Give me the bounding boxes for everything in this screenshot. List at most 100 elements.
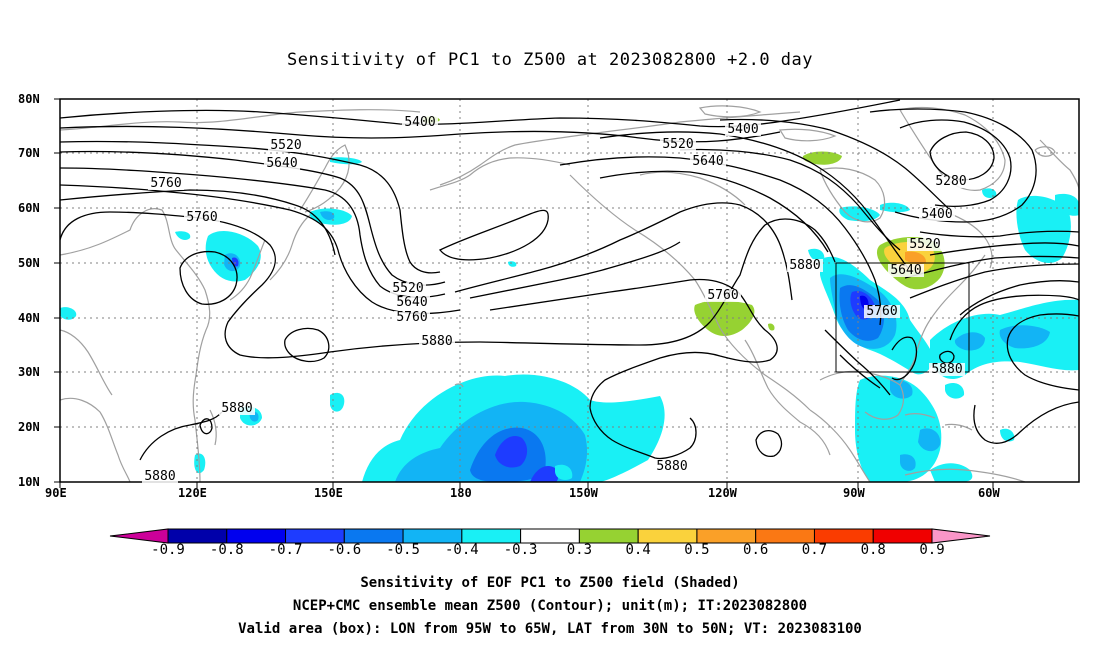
contour-label-bg	[394, 311, 430, 324]
colorbar-label: 0.9	[919, 542, 945, 558]
colorbar-segment	[637, 528, 698, 544]
contour-label-bg	[660, 138, 696, 151]
contour-label: 5520	[662, 137, 693, 152]
contour-label: 5760	[866, 304, 897, 319]
caption-contour: NCEP+CMC ensemble mean Z500 (Contour); u…	[292, 598, 808, 614]
colorbar	[109, 528, 991, 544]
contour-label: 5760	[707, 288, 738, 303]
contour-label-bg	[907, 238, 943, 251]
lon-label-90e: 90E	[45, 486, 67, 500]
contour-label-bg	[933, 175, 969, 188]
contour-label-bg	[919, 208, 955, 221]
colorbar-segment	[167, 528, 228, 544]
colorbar-label: -0.8	[209, 542, 244, 558]
colorbar-segment	[343, 528, 404, 544]
contour-label: 5400	[727, 122, 758, 137]
contour-label: 5400	[921, 207, 952, 222]
lon-label-120w: 120W	[708, 486, 737, 500]
contour-label: 5880	[656, 459, 687, 474]
contour-label-bg	[888, 264, 924, 277]
lon-label-60w: 60W	[978, 486, 1000, 500]
caption-valid-area: Valid area (box): LON from 95W to 65W, L…	[238, 621, 862, 637]
contour-label-bg	[690, 155, 726, 168]
colorbar-label: -0.4	[444, 542, 479, 558]
contour-label-bg	[725, 123, 761, 136]
lat-label-70n: 70N	[18, 146, 40, 160]
colorbar-segment	[696, 528, 757, 544]
colorbar-label: 0.6	[743, 542, 769, 558]
contour-label: 5520	[392, 281, 423, 296]
contour-label-bg	[864, 305, 900, 318]
colorbar-label: -0.9	[151, 542, 185, 558]
colorbar-segment	[872, 528, 933, 544]
lat-label-10n: 10N	[18, 475, 40, 489]
contour-label: 5640	[266, 156, 297, 171]
contour-label: 5760	[150, 176, 181, 191]
contour-label-bg	[929, 363, 965, 376]
contour-label: 5880	[144, 469, 175, 484]
z500-contours	[60, 99, 1079, 461]
lon-label-150w: 150W	[569, 486, 598, 500]
colorbar-label: 0.7	[801, 542, 828, 558]
colorbar-segment	[285, 528, 345, 544]
contour-label: 5520	[270, 138, 301, 153]
colorbar-label: -0.3	[503, 542, 538, 558]
contour-label: 5760	[396, 310, 427, 325]
lat-label-30n: 30N	[18, 365, 40, 379]
contour-label: 5400	[404, 115, 435, 130]
contour-label: 5640	[692, 154, 723, 169]
chart-title: Sensitivity of PC1 to Z500 at 2023082800…	[286, 50, 813, 70]
colorbar-segment	[578, 528, 639, 544]
lat-label-20n: 20N	[18, 420, 40, 434]
sensitivity-shading	[60, 116, 1079, 482]
map-frame	[59, 98, 1080, 483]
colorbar-label: -0.7	[268, 542, 303, 558]
colorbar-min-arrow	[109, 528, 169, 544]
contour-label-bg	[268, 139, 304, 152]
colorbar-label: 0.3	[566, 542, 593, 558]
contour-label-bg	[148, 177, 184, 190]
axis-ticks	[54, 98, 994, 488]
coastlines	[60, 105, 1079, 482]
contour-label-bg	[787, 259, 823, 272]
contour-label-bg	[219, 402, 255, 415]
colorbar-segment	[755, 528, 815, 544]
contour-label: 5640	[890, 263, 921, 278]
colorbar-segment	[520, 528, 580, 544]
colorbar-label: 0.5	[684, 542, 710, 558]
contour-label-bg	[394, 296, 430, 309]
contour-label-bg	[654, 460, 690, 473]
contour-label: 5880	[789, 258, 820, 273]
colorbar-segment	[813, 528, 874, 544]
contour-label: 5760	[186, 210, 217, 225]
contour-label: 5520	[909, 237, 940, 252]
lon-label-90w: 90W	[843, 486, 865, 500]
contour-label-bg	[264, 157, 300, 170]
lon-label-120e: 120E	[178, 486, 207, 500]
colorbar-label: 0.8	[860, 542, 886, 558]
contour-label-bg	[142, 470, 178, 483]
map-gridlines	[60, 99, 1079, 482]
colorbar-max-arrow	[931, 528, 991, 544]
contour-label: 5880	[931, 362, 962, 377]
colorbar-segment	[461, 528, 522, 544]
colorbar-segment	[226, 528, 287, 544]
contour-label-bg	[419, 335, 455, 348]
contour-label: 5280	[935, 174, 966, 189]
contour-label-bg	[390, 282, 426, 295]
lat-label-40n: 40N	[18, 311, 40, 325]
colorbar-label: -0.6	[327, 542, 362, 558]
lat-label-50n: 50N	[18, 256, 40, 270]
contour-label: 5880	[221, 401, 252, 416]
lon-label-150e: 150E	[314, 486, 343, 500]
contour-label-bg	[402, 116, 438, 129]
colorbar-label: 0.4	[625, 542, 651, 558]
contour-labels: 5400552056405760576055205640576058805880…	[142, 115, 969, 484]
contour-label: 5640	[396, 295, 427, 310]
colorbar-segment	[402, 528, 463, 544]
lon-label-180: 180	[450, 486, 472, 500]
lat-label-80n: 80N	[18, 92, 40, 106]
contour-label-bg	[184, 211, 220, 224]
valid-area-box	[835, 262, 970, 373]
